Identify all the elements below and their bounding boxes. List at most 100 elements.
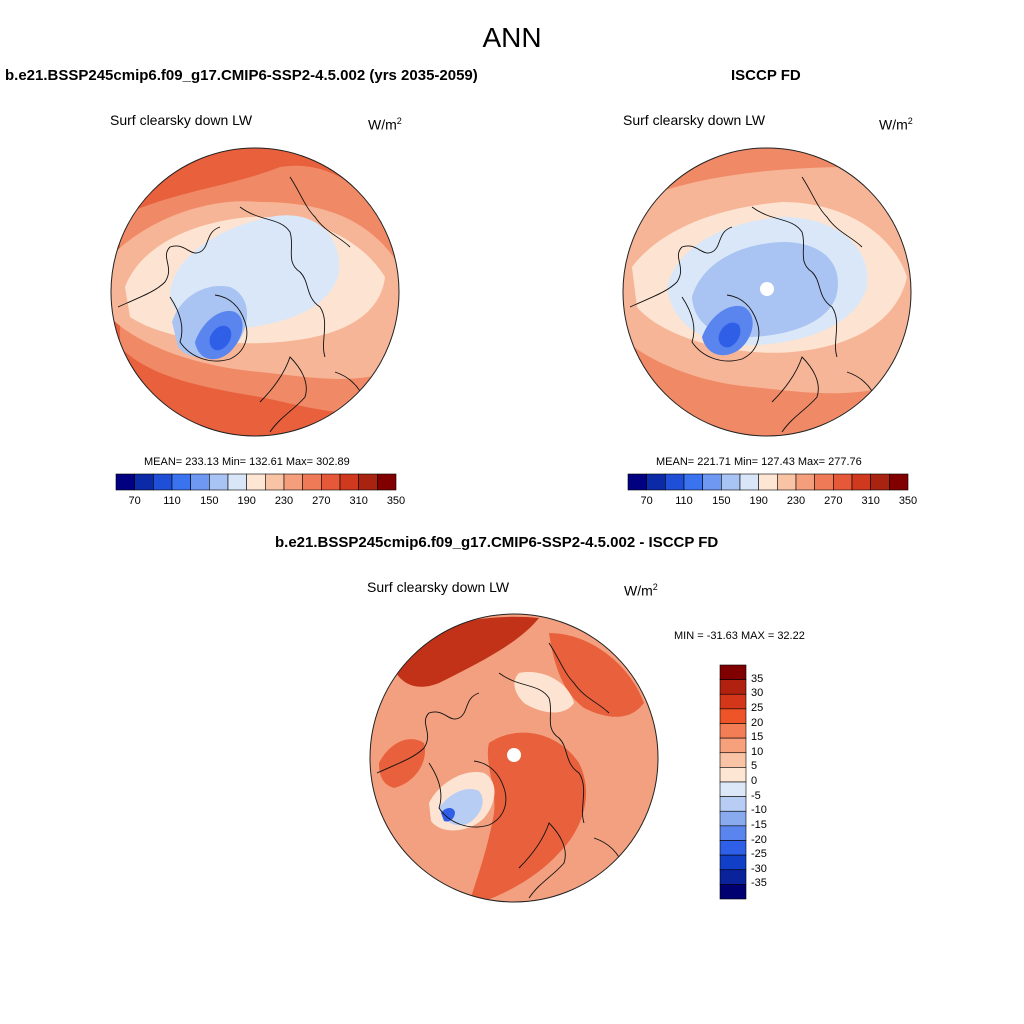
colorbar-swatch — [739, 473, 759, 491]
colorbar-swatch — [719, 664, 747, 680]
colorbar-tick-label: 10 — [751, 745, 764, 758]
panel-3-colorbar — [719, 664, 747, 900]
panel-2-variable-label: Surf clearsky down LW — [623, 112, 766, 128]
colorbar-swatch — [833, 473, 853, 491]
colorbar-swatch — [646, 473, 666, 491]
colorbar-swatch — [171, 473, 191, 491]
missing-data-pole — [760, 282, 774, 296]
colorbar-swatch — [851, 473, 871, 491]
colorbar-swatch — [889, 473, 909, 491]
colorbar-tick-label: 310 — [861, 495, 880, 507]
colorbar-swatch — [246, 473, 266, 491]
colorbar-swatch — [227, 473, 247, 491]
colorbar-tick-label: 5 — [751, 760, 758, 773]
colorbar-swatch — [719, 884, 747, 900]
colorbar-tick-label: 30 — [751, 687, 764, 700]
colorbar-swatch — [377, 473, 397, 491]
colorbar-tick-label: -25 — [751, 848, 767, 861]
colorbar-tick-label: -20 — [751, 833, 767, 846]
coastlines — [376, 642, 625, 899]
map-field-darkest — [718, 322, 741, 348]
colorbar-swatch — [758, 473, 778, 491]
map-field-darkest — [209, 325, 232, 351]
colorbar-swatch — [777, 473, 797, 491]
colorbar-tick-label: -30 — [751, 862, 767, 875]
colorbar-swatch — [719, 854, 747, 871]
colorbar-tick-label: 70 — [128, 495, 141, 507]
colorbar-swatch — [115, 473, 135, 491]
colorbar-swatch — [719, 723, 747, 739]
colorbar-swatch — [719, 752, 747, 768]
colorbar-tick-label: 270 — [312, 495, 331, 507]
map-field-diff-hot — [379, 739, 425, 788]
coastlines — [117, 176, 366, 433]
colorbar-tick-label: 350 — [898, 495, 918, 507]
missing-data-pole — [507, 748, 521, 762]
colorbar-tick-label: 70 — [640, 495, 653, 507]
colorbar-tick-label: -15 — [751, 818, 767, 831]
colorbar-swatch — [719, 767, 747, 783]
colorbar-swatch — [321, 473, 341, 491]
page-title: ANN — [482, 22, 542, 53]
colorbar-tick-label: 230 — [274, 495, 294, 507]
colorbar-tick-label: 25 — [751, 701, 764, 714]
colorbar-swatch — [302, 473, 322, 491]
colorbar-swatch — [719, 869, 747, 885]
colorbar-tick-label: 270 — [824, 495, 843, 507]
colorbar-swatch — [870, 473, 890, 491]
colorbar-swatch — [719, 840, 747, 856]
colorbar-swatch — [719, 781, 747, 797]
colorbar-swatch — [719, 693, 747, 710]
colorbar-tick-label: 310 — [349, 495, 368, 507]
panel-2-polar-map — [622, 147, 912, 437]
colorbar-swatch — [814, 473, 834, 491]
colorbar-tick-label: -5 — [751, 789, 761, 802]
colorbar-swatch — [719, 737, 747, 754]
colorbar-tick-label: 20 — [751, 716, 764, 729]
colorbar-tick-label: 150 — [712, 495, 731, 507]
colorbar-swatch — [721, 473, 741, 491]
panel-3-stats: MIN = -31.63 MAX = 32.22 — [674, 630, 805, 642]
panel-3-case-title: b.e21.BSSP245cmip6.f09_g17.CMIP6-SSP2-4.… — [275, 534, 719, 551]
panel-3-polar-map — [369, 613, 659, 903]
colorbar-swatch — [265, 473, 285, 491]
colorbar-swatch — [719, 810, 747, 827]
colorbar-swatch — [719, 825, 747, 841]
map-field-diff-colder — [441, 807, 455, 822]
colorbar-swatch — [339, 473, 359, 491]
colorbar-swatch — [209, 473, 229, 491]
colorbar-tick-label: 0 — [751, 775, 758, 787]
colorbar-swatch — [358, 473, 378, 491]
colorbar-swatch — [190, 473, 210, 491]
colorbar-swatch — [153, 473, 173, 491]
colorbar-tick-label: 190 — [237, 495, 256, 507]
panel-2-colorbar — [627, 473, 909, 491]
colorbar-tick-label: 230 — [786, 495, 806, 507]
panel-1-case-title: b.e21.BSSP245cmip6.f09_g17.CMIP6-SSP2-4.… — [5, 67, 478, 84]
colorbar-tick-label: 110 — [163, 495, 181, 507]
panel-3-variable-label: Surf clearsky down LW — [367, 579, 510, 595]
colorbar-swatch — [627, 473, 647, 491]
panel-2-units-label: W/m2 — [879, 116, 913, 133]
map-field-diff-hot — [549, 633, 644, 717]
coastlines — [629, 176, 878, 433]
colorbar-swatch — [719, 796, 747, 812]
panel-1-units-label: W/m2 — [368, 116, 402, 133]
colorbar-swatch — [134, 473, 154, 491]
panel-1-stats: MEAN= 233.13 Min= 132.61 Max= 302.89 — [144, 456, 350, 468]
panel-1-polar-map — [110, 147, 400, 437]
panel-1-variable-label: Surf clearsky down LW — [110, 112, 253, 128]
colorbar-tick-label: 15 — [751, 731, 764, 744]
colorbar-swatch — [683, 473, 703, 491]
colorbar-tick-label: -10 — [751, 804, 767, 817]
colorbar-swatch — [719, 708, 747, 724]
colorbar-tick-label: -35 — [751, 877, 767, 890]
colorbar-tick-label: 150 — [200, 495, 219, 507]
panel-3-units-label: W/m2 — [624, 582, 658, 599]
colorbar-swatch — [719, 679, 747, 695]
panel-1-colorbar — [115, 473, 397, 491]
panel-2-case-title: ISCCP FD — [731, 67, 801, 84]
panel-2-stats: MEAN= 221.71 Min= 127.43 Max= 277.76 — [656, 456, 862, 468]
colorbar-tick-label: 350 — [386, 495, 406, 507]
colorbar-swatch — [702, 473, 722, 491]
